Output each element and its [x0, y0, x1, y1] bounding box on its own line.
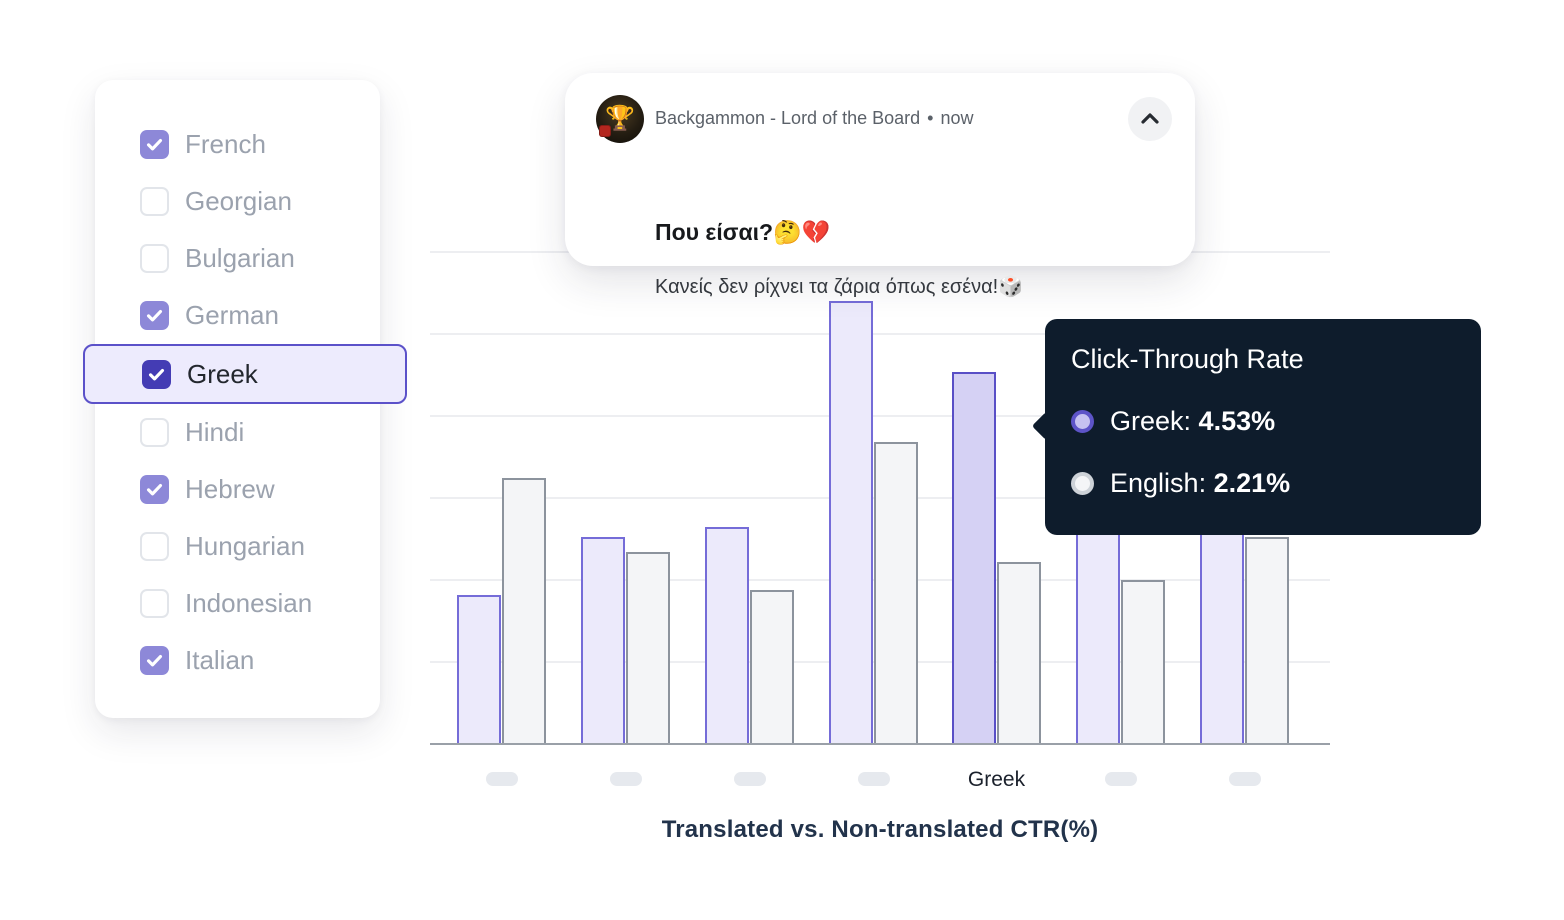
checked-checkbox-italian[interactable]	[140, 646, 169, 675]
bar-non-translated-group-6[interactable]	[1121, 579, 1165, 743]
tooltip-value: Greek: 4.53%	[1110, 406, 1276, 436]
language-row-georgian[interactable]: Georgian	[95, 173, 380, 230]
language-row-hungarian[interactable]: Hungarian	[95, 518, 380, 575]
language-label: Hebrew	[185, 474, 275, 504]
gridline	[430, 333, 1330, 335]
check-icon	[146, 138, 163, 151]
tooltip-title: Click-Through Rate	[1071, 344, 1304, 374]
tooltip-row-greek: Greek: 4.53%	[1071, 406, 1455, 437]
checked-checkbox-greek[interactable]	[142, 359, 171, 389]
language-label: Greek	[187, 358, 258, 389]
language-label: Hindi	[185, 417, 245, 447]
chart-title: Translated vs. Non-translated CTR(%)	[661, 816, 1099, 843]
x-axis-label-greek: Greek	[967, 768, 1026, 791]
unchecked-checkbox-hindi[interactable]	[140, 418, 169, 447]
x-axis-placeholder-pill	[609, 772, 642, 786]
bar-non-translated-group-2[interactable]	[626, 551, 670, 743]
x-axis-placeholder-pill	[857, 772, 890, 786]
language-row-french[interactable]: French	[95, 116, 380, 173]
bar-translated-group-2[interactable]	[581, 537, 625, 743]
check-icon	[146, 654, 163, 667]
chevron-up-icon	[1141, 113, 1159, 124]
language-label: Italian	[185, 645, 255, 675]
language-row-bulgarian[interactable]: Bulgarian	[95, 230, 380, 287]
notification-body: Κανείς δεν ρίχνει τα ζάρια όπως εσένα!🎲	[655, 276, 1024, 298]
series-marker-icon	[1071, 410, 1094, 433]
bar-translated-group-3[interactable]	[705, 527, 749, 743]
language-filter-panel: French Georgian Bulgarian German Greek Hindi H…	[83, 80, 407, 718]
unchecked-checkbox-georgian[interactable]	[140, 187, 169, 216]
bar-non-translated-group-4[interactable]	[874, 442, 918, 743]
language-row-greek[interactable]: Greek	[83, 344, 407, 404]
language-row-italian[interactable]: Italian	[95, 632, 380, 689]
dice-accent-icon	[599, 125, 611, 137]
language-label: Indonesian	[185, 588, 313, 618]
language-label: Hungarian	[185, 531, 305, 561]
bar-translated-group-1[interactable]	[457, 595, 501, 743]
x-axis-placeholder-pill	[485, 772, 518, 786]
push-notification-card[interactable]: 🏆 Backgammon - Lord of the Board • now Που…	[565, 73, 1195, 298]
x-axis-placeholder-pill	[1228, 772, 1261, 786]
language-label: Georgian	[185, 186, 292, 216]
checked-checkbox-french[interactable]	[140, 130, 169, 159]
check-icon	[146, 309, 163, 322]
series-marker-icon	[1071, 472, 1094, 495]
timestamp: now	[940, 108, 974, 128]
tooltip-rows: Greek: 4.53% English: 2.21%	[1071, 406, 1455, 499]
tooltip-row-english: English: 2.21%	[1071, 468, 1455, 499]
language-row-german[interactable]: German	[95, 287, 380, 344]
language-row-hindi[interactable]: Hindi	[95, 404, 380, 461]
notification-title: Που είσαι?🤔💔	[655, 219, 831, 245]
bar-non-translated-Greek[interactable]	[997, 561, 1041, 743]
language-row-hebrew[interactable]: Hebrew	[95, 461, 380, 518]
gridline	[430, 415, 1330, 417]
separator-dot: •	[927, 108, 934, 128]
chart-tooltip: Click-Through Rate Greek: 4.53% English: …	[1031, 319, 1481, 535]
x-axis-placeholder-pill	[733, 772, 766, 786]
unchecked-checkbox-hungarian[interactable]	[140, 532, 169, 561]
unchecked-checkbox-bulgarian[interactable]	[140, 244, 169, 273]
bar-non-translated-group-7[interactable]	[1245, 537, 1289, 743]
notification-app-line: Backgammon - Lord of the Board • now	[655, 108, 973, 129]
collapse-button[interactable]	[1128, 97, 1172, 141]
language-label: Bulgarian	[185, 243, 295, 273]
unchecked-checkbox-indonesian[interactable]	[140, 589, 169, 618]
language-label: French	[185, 129, 266, 159]
bar-non-translated-group-3[interactable]	[750, 589, 794, 743]
app-name: Backgammon - Lord of the Board	[655, 108, 921, 128]
bar-non-translated-group-1[interactable]	[502, 478, 546, 743]
tooltip-value: English: 2.21%	[1110, 468, 1291, 498]
x-axis-placeholder-pill	[1104, 772, 1137, 786]
check-icon	[146, 483, 163, 496]
checked-checkbox-hebrew[interactable]	[140, 475, 169, 504]
language-row-indonesian[interactable]: Indonesian	[95, 575, 380, 632]
bar-translated-group-4[interactable]	[829, 301, 873, 743]
language-label: German	[185, 300, 279, 330]
bar-translated-Greek[interactable]	[952, 371, 996, 743]
x-axis-line	[430, 743, 1330, 745]
check-icon	[148, 368, 165, 380]
app-avatar: 🏆	[596, 95, 644, 143]
checked-checkbox-german[interactable]	[140, 301, 169, 330]
